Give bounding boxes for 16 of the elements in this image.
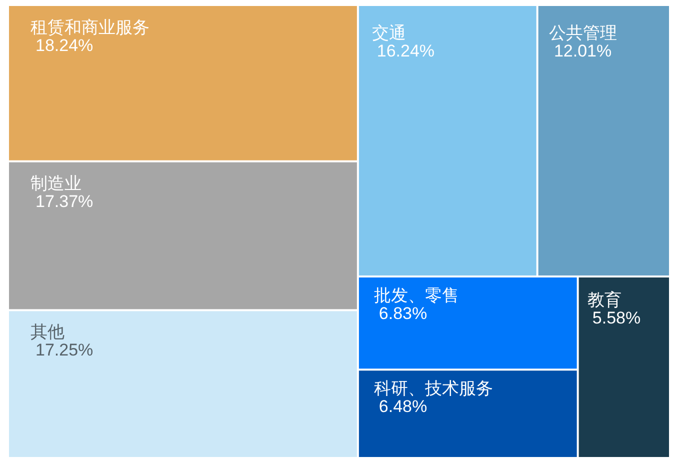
data-label: 12.01% (554, 42, 612, 61)
data-label: 6.83% (378, 304, 428, 324)
category-label: 公共管理 (548, 24, 617, 43)
data-label: 17.37% (35, 192, 94, 211)
category-label: 租赁和商业服务 (30, 18, 150, 37)
data-label: 6.48% (378, 397, 428, 416)
category-label: 其他 (30, 322, 64, 342)
data-label: 16.24% (376, 42, 435, 61)
data-label: 5.58% (592, 308, 641, 328)
category-label: 科研、技术服务 (374, 379, 493, 398)
category-label: 教育 (587, 290, 622, 310)
category-label: 交通 (372, 24, 406, 43)
data-label: 17.25% (35, 340, 94, 360)
category-label: 批发、零售 (374, 286, 459, 306)
data-label: 18.24% (35, 36, 94, 55)
category-label: 制造业 (30, 174, 82, 193)
